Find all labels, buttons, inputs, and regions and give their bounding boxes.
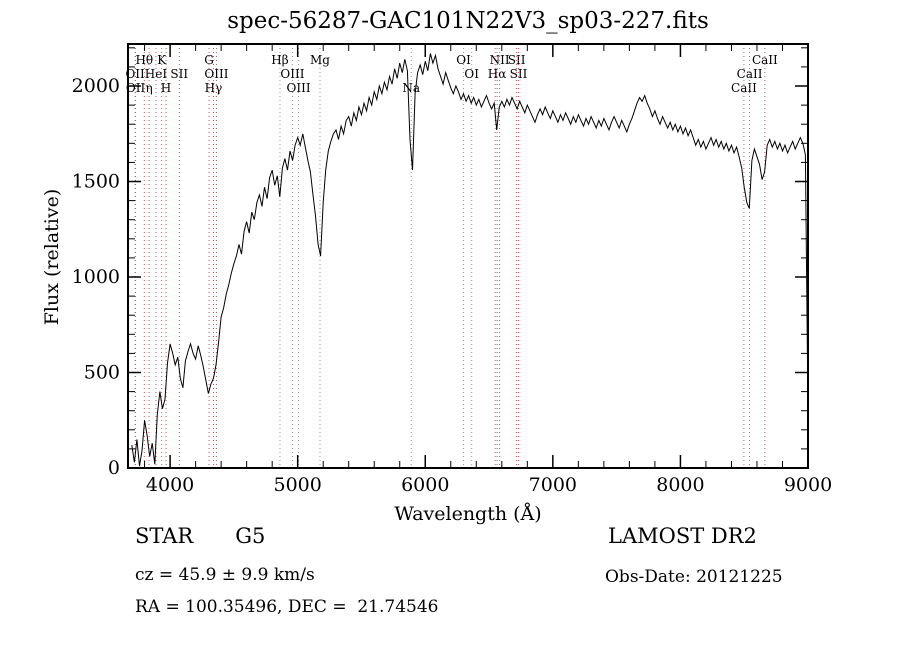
y-tick-label: 2000: [72, 75, 120, 97]
spectral-line-label: K: [157, 53, 167, 67]
spectral-line-label: Hα: [488, 67, 507, 81]
spectral-line-label: OII: [125, 67, 145, 81]
x-tick-label: 6000: [401, 474, 449, 496]
ra-dec-text: RA = 100.35496, DEC = 21.74546: [135, 597, 439, 617]
spectral-line-label: OI: [456, 53, 471, 67]
spectral-line-label: H: [161, 81, 171, 95]
x-tick-label: 5000: [274, 474, 322, 496]
class-label: STAR: [135, 524, 194, 548]
spectral-line-label: η: [145, 81, 152, 95]
spectral-line-label: OIII: [287, 81, 311, 95]
obs-date-text: Obs-Date: 20121225: [605, 567, 783, 587]
spectral-line-label: OIII: [280, 67, 304, 81]
spectral-line-label: SII: [170, 67, 188, 81]
spectral-line-label: Hγ: [205, 81, 223, 95]
plot-border: [127, 43, 809, 469]
spectral-line-label: OII: [126, 81, 146, 95]
x-tick-label: 9000: [784, 474, 832, 496]
x-axis-label: Wavelength (Å): [394, 503, 542, 525]
spectral-line-label: CaII: [737, 67, 763, 81]
y-tick-label: 1500: [72, 171, 120, 193]
spectral-line-label: HeI: [145, 67, 168, 81]
spectral-line-label: Mg: [310, 53, 330, 67]
spectral-line-label: OI: [464, 67, 479, 81]
x-tick-label: 8000: [656, 474, 704, 496]
y-tick-label: 500: [84, 362, 120, 384]
spectral-line-label: CaII: [752, 53, 778, 67]
spectral-line-label: OIII: [204, 67, 228, 81]
spectral-line-label: Na: [402, 81, 420, 95]
x-tick-label: 4000: [146, 474, 194, 496]
x-tick-label: 7000: [529, 474, 577, 496]
spectral-line-label: G: [204, 53, 214, 67]
spectral-line-label: Hβ: [271, 53, 288, 67]
spectral-line-label: CaII: [731, 81, 757, 95]
plot-title: spec-56287-GAC101N22V3_sp03-227.fits: [227, 8, 709, 34]
classification-text: STAR G5: [135, 524, 265, 548]
y-tick-label: 1000: [72, 266, 120, 288]
spectral-line-label: NII: [490, 53, 510, 67]
subclass-label: G5: [235, 524, 266, 548]
spectral-line-label: SII: [510, 67, 528, 81]
spectral-line-label: SII: [508, 53, 526, 67]
spectral-line-label: Hθ: [135, 53, 153, 67]
y-tick-label: 0: [108, 457, 120, 479]
spectrum-line: [131, 53, 809, 467]
survey-label: LAMOST DR2: [608, 524, 757, 548]
y-axis-label: Flux (relative): [41, 188, 63, 326]
cz-text: cz = 45.9 ± 9.9 km/s: [135, 565, 315, 585]
